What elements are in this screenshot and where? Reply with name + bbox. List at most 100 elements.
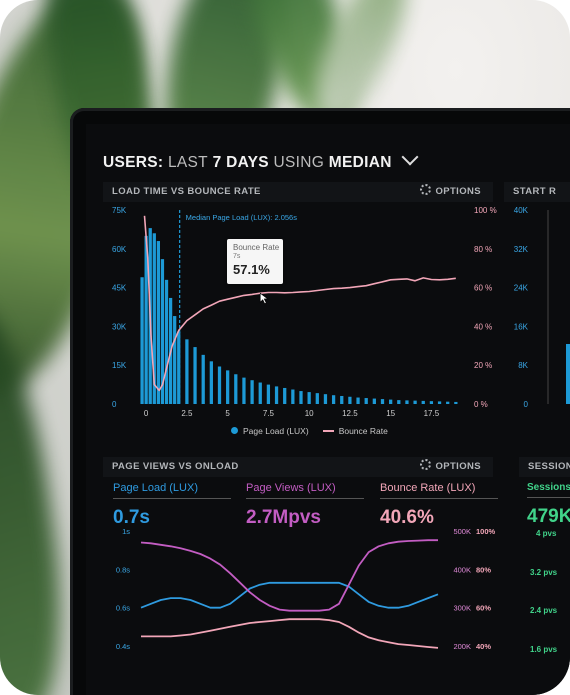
median-label: Median Page Load (LUX): 2.056s: [186, 213, 298, 222]
tooltip-sub: 7s: [233, 253, 241, 260]
pv-left-tick: 0.6s: [116, 604, 130, 613]
y-tick-label-right: 60 %: [474, 284, 492, 293]
metric-label: Page Load (LUX): [113, 482, 198, 494]
options-label: OPTIONS: [435, 461, 481, 472]
bar: [299, 391, 303, 404]
start-render-axis: 40K 32K 24K 16K 8K 0: [514, 206, 570, 409]
bar: [164, 279, 169, 404]
x-tick-label: 10: [305, 409, 314, 418]
dashboard-screen: USERS: LAST 7 DAYS USING MEDIAN LOAD TIM…: [86, 124, 570, 695]
pv-left-tick: 0.4s: [116, 642, 130, 651]
bar: [397, 400, 401, 404]
bar: [405, 400, 409, 404]
x-tick-label: 15: [386, 409, 395, 418]
pv-panel-title: PAGE VIEWS VS ONLOAD: [112, 461, 239, 472]
gear-icon: [420, 459, 432, 470]
pv-right-tick-pct: 100%: [476, 527, 496, 536]
bar: [274, 386, 279, 404]
sessions-tick: 4 pvs: [536, 529, 557, 538]
x-tick-label: 0: [144, 409, 149, 418]
sessions-tick: 3.2 pvs: [530, 568, 558, 577]
metric-divider: [246, 498, 364, 499]
bar: [437, 401, 442, 404]
metric-divider: [527, 497, 570, 498]
pv-chart: 1s 0.8s 0.6s 0.4s 500K 400K 300K 200K 100% 80% 60%…: [116, 527, 496, 651]
sessions-tick: 1.6 pvs: [530, 645, 558, 654]
metric-page-views[interactable]: Page Views (LUX) 2.7Mpvs: [246, 482, 364, 529]
y-tick-label-left: 30K: [112, 322, 127, 331]
title-aggregate: MEDIAN: [328, 154, 392, 171]
bar: [177, 331, 181, 404]
bar: [291, 389, 295, 404]
start-axis-tick: 8K: [518, 361, 528, 370]
chevron-down-icon[interactable]: [401, 148, 419, 166]
title-users: USERS:: [103, 154, 164, 171]
x-tick-label: 2.5: [181, 409, 193, 418]
start-axis-tick: 16K: [514, 322, 529, 331]
start-panel-header: START R: [504, 182, 570, 202]
metric-divider: [113, 498, 231, 499]
bar: [250, 380, 254, 404]
bar: [140, 277, 144, 404]
y-tick-label-right: 20 %: [474, 361, 492, 370]
pv-series-line: [141, 618, 439, 649]
bounce-rate-line: [143, 215, 456, 392]
bar: [209, 361, 213, 404]
chart-tooltip: Bounce Rate 7s 57.1%: [227, 239, 283, 284]
pv-series-line: [140, 581, 439, 609]
bar: [340, 395, 344, 404]
x-tick-label: 5: [225, 409, 230, 418]
bar: [258, 382, 262, 404]
bar: [234, 374, 238, 404]
sessions-label: Sessions: [527, 482, 570, 493]
bar: [331, 395, 336, 404]
pv-right-tick-pct: 40%: [476, 642, 491, 651]
title-last: LAST: [167, 154, 208, 171]
bar: [372, 398, 376, 404]
legend-page-load[interactable]: Page Load (LUX): [243, 426, 309, 436]
bar: [446, 401, 450, 404]
start-axis-tick: 24K: [514, 284, 529, 293]
y-tick-label-right: 80 %: [474, 245, 492, 254]
tooltip-value: 57.1%: [233, 262, 270, 277]
bar: [566, 344, 570, 404]
start-axis-tick: 32K: [514, 245, 529, 254]
load-panel-title: LOAD TIME VS BOUNCE RATE: [112, 186, 261, 197]
x-tick-label: 12.5: [342, 409, 358, 418]
load-panel-options[interactable]: OPTIONS: [420, 182, 481, 202]
x-tick-label: 7.5: [263, 409, 275, 418]
sessions-value: 479K: [527, 506, 570, 527]
metric-value: 2.7Mpvs: [246, 507, 321, 528]
load-panel-header: LOAD TIME VS BOUNCE RATE OPTIONS: [103, 182, 493, 202]
bar: [307, 392, 311, 404]
title-using: USING: [273, 154, 325, 171]
metric-bounce-rate[interactable]: Bounce Rate (LUX) 40.6%: [380, 482, 498, 529]
metric-divider: [380, 498, 498, 499]
bar: [413, 400, 417, 404]
y-tick-label-right: 100 %: [474, 206, 497, 215]
bar: [356, 397, 360, 404]
pv-left-tick: 1s: [122, 527, 130, 536]
pv-series-line: [140, 539, 438, 612]
sessions-panel-title: SESSION: [528, 461, 570, 472]
metric-sessions[interactable]: Sessions 479K: [527, 482, 570, 528]
cursor-icon: [259, 292, 269, 305]
dashboard-title[interactable]: USERS: LAST 7 DAYS USING MEDIAN: [103, 148, 419, 172]
pv-right-tick-pct: 60%: [476, 604, 491, 613]
bar: [454, 401, 458, 404]
bar: [193, 347, 197, 404]
pv-panel-header: PAGE VIEWS VS ONLOAD OPTIONS: [103, 457, 493, 477]
bar: [380, 399, 385, 404]
metric-page-load[interactable]: Page Load (LUX) 0.7s: [113, 482, 231, 529]
bar: [160, 259, 165, 404]
legend-bounce-rate[interactable]: Bounce Rate: [338, 426, 388, 436]
sessions-tick: 2.4 pvs: [530, 606, 558, 615]
bar: [201, 354, 205, 404]
bar: [226, 370, 230, 404]
start-axis-tick: 40K: [514, 206, 529, 215]
pv-panel-options[interactable]: OPTIONS: [420, 457, 481, 477]
bar: [156, 241, 161, 404]
y-tick-label-left: 45K: [112, 284, 127, 293]
pv-left-tick: 0.8s: [116, 565, 130, 574]
